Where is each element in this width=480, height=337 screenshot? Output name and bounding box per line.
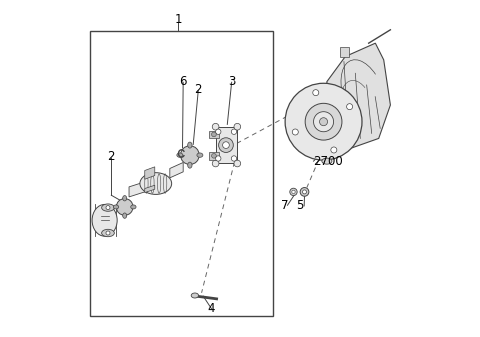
- Ellipse shape: [131, 205, 136, 209]
- Text: 1: 1: [174, 13, 182, 26]
- Ellipse shape: [191, 293, 199, 298]
- Circle shape: [290, 188, 297, 195]
- Circle shape: [231, 156, 237, 161]
- Circle shape: [216, 129, 221, 134]
- Circle shape: [234, 160, 240, 167]
- Bar: [90, 31, 274, 315]
- Ellipse shape: [197, 153, 203, 157]
- Circle shape: [212, 160, 219, 167]
- Circle shape: [216, 156, 221, 161]
- Text: 2: 2: [108, 150, 115, 163]
- Circle shape: [234, 123, 240, 130]
- Ellipse shape: [102, 229, 114, 237]
- Bar: [209, 131, 219, 139]
- Circle shape: [223, 142, 229, 148]
- Circle shape: [320, 118, 327, 126]
- Ellipse shape: [113, 205, 119, 209]
- Circle shape: [292, 129, 298, 135]
- Circle shape: [212, 153, 216, 158]
- Polygon shape: [145, 185, 155, 192]
- Circle shape: [292, 190, 295, 193]
- Ellipse shape: [102, 204, 114, 211]
- Bar: [340, 47, 348, 57]
- Text: 7: 7: [281, 199, 289, 212]
- Ellipse shape: [188, 142, 192, 148]
- Ellipse shape: [177, 153, 183, 157]
- Ellipse shape: [123, 195, 127, 201]
- Text: 5: 5: [297, 199, 304, 212]
- Ellipse shape: [188, 162, 192, 168]
- Circle shape: [285, 83, 362, 160]
- Ellipse shape: [123, 213, 127, 218]
- Circle shape: [180, 146, 199, 164]
- Text: 6: 6: [180, 75, 187, 88]
- Circle shape: [302, 190, 307, 194]
- Circle shape: [313, 90, 319, 96]
- Bar: [216, 127, 237, 163]
- Polygon shape: [145, 167, 155, 179]
- Circle shape: [300, 188, 309, 196]
- Text: 4: 4: [208, 302, 216, 315]
- Circle shape: [218, 138, 233, 152]
- Polygon shape: [129, 182, 145, 197]
- Circle shape: [331, 147, 337, 153]
- Text: 3: 3: [228, 75, 235, 88]
- Circle shape: [231, 129, 237, 134]
- Ellipse shape: [322, 158, 332, 164]
- Bar: [209, 152, 219, 160]
- Text: 2700: 2700: [313, 155, 343, 168]
- Circle shape: [313, 112, 334, 132]
- Ellipse shape: [140, 173, 172, 194]
- Circle shape: [212, 123, 219, 130]
- Text: 2: 2: [194, 84, 202, 96]
- Circle shape: [106, 206, 110, 210]
- Circle shape: [106, 231, 110, 235]
- Ellipse shape: [92, 205, 117, 236]
- Circle shape: [347, 104, 353, 110]
- Circle shape: [116, 198, 133, 215]
- Polygon shape: [327, 43, 390, 153]
- Polygon shape: [170, 162, 183, 178]
- Circle shape: [305, 103, 342, 140]
- Circle shape: [212, 132, 216, 137]
